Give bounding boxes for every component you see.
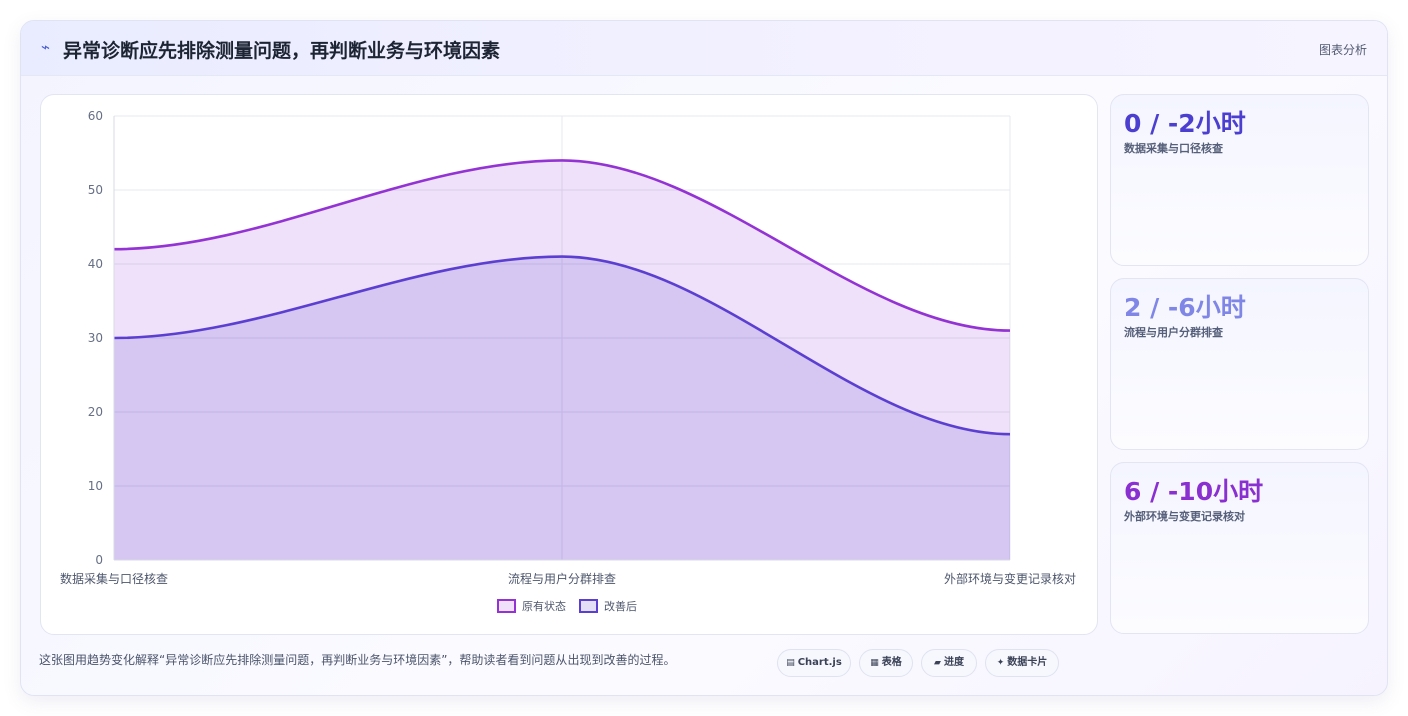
table-icon: ▦	[870, 658, 879, 668]
series-line	[113, 159, 1011, 332]
chart-icon: ▤	[786, 658, 795, 668]
y-tick-label: 40	[88, 257, 103, 271]
chart-panel: 0 10 20 30 40 50 60 数据采集与口径核查 流程与用户分群排查 外部环境与变更记录…	[40, 94, 1098, 635]
kpi-card-1: 0 / -2小时 数据采集与口径核查	[1110, 94, 1369, 266]
series-line	[113, 255, 1011, 436]
x-tick-label: 数据采集与口径核查	[60, 571, 168, 586]
chart-analysis-tag: 图表分析	[1318, 43, 1367, 57]
chart-description: 这张图用趋势变化解释“异常诊断应先排除测量问题，再判断业务与环境因素”，帮助读者…	[39, 653, 676, 667]
legend-label: 原有状态	[522, 599, 566, 613]
kpi-label: 流程与用户分群排查	[1124, 326, 1223, 339]
card-title: 异常诊断应先排除测量问题，再判断业务与环境因素	[63, 40, 501, 62]
x-tick-label: 流程与用户分群排查	[508, 571, 616, 586]
chip-chartjs[interactable]: ▤ Chart.js	[777, 649, 851, 677]
chart-card: ⌁ 异常诊断应先排除测量问题，再判断业务与环境因素 图表分析 0 10 20 30 40…	[20, 20, 1388, 696]
series-area	[114, 256, 1010, 560]
y-tick-label: 30	[88, 331, 103, 345]
chip-data-card[interactable]: ✦ 数据卡片	[985, 649, 1059, 677]
chip-label: Chart.js	[797, 657, 842, 668]
chip-label: 数据卡片	[1007, 657, 1048, 668]
legend-label: 改善后	[604, 599, 637, 613]
x-tick-label: 外部环境与变更记录核对	[944, 571, 1076, 586]
kpi-label: 数据采集与口径核查	[1124, 142, 1223, 155]
card-header: ⌁ 异常诊断应先排除测量问题，再判断业务与环境因素 图表分析	[21, 21, 1387, 76]
y-tick-label: 0	[95, 553, 103, 567]
kpi-value: 0 / -2小时	[1124, 109, 1246, 138]
kpi-value: 6 / -10小时	[1124, 477, 1264, 506]
area-chart: 0 10 20 30 40 50 60 数据采集与口径核查 流程与用户分群排查 外部环境与变更记录…	[60, 109, 1076, 613]
chip-label: 表格	[881, 657, 902, 668]
chip-table[interactable]: ▦ 表格	[859, 649, 913, 677]
data-card-icon: ✦	[996, 658, 1005, 668]
chip-label: 进度	[943, 657, 964, 668]
y-tick-label: 10	[88, 479, 103, 493]
y-tick-label: 50	[88, 183, 103, 197]
kpi-value: 2 / -6小时	[1124, 293, 1246, 322]
legend-swatch	[497, 599, 516, 613]
kpi-card-2: 2 / -6小时 流程与用户分群排查	[1110, 278, 1369, 450]
chip-progress[interactable]: ▰ 进度	[921, 649, 977, 677]
y-tick-label: 60	[88, 109, 103, 123]
trend-icon: ⌁	[41, 38, 51, 56]
progress-icon: ▰	[934, 658, 941, 668]
y-tick-label: 20	[88, 405, 103, 419]
series-area	[114, 160, 1010, 560]
legend-swatch	[579, 599, 598, 613]
kpi-card-3: 6 / -10小时 外部环境与变更记录核对	[1110, 462, 1369, 634]
kpi-label: 外部环境与变更记录核对	[1124, 510, 1245, 523]
